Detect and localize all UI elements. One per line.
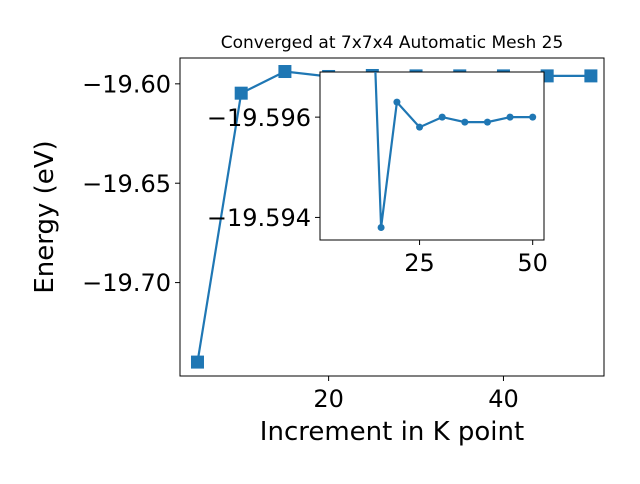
main-data-point [234,86,248,100]
main-axis-ticks: 20 40 −19.70 −19.65 −19.60 [82,70,519,413]
x-axis-label: Increment in K point [260,417,524,447]
inset-series [374,72,537,231]
main-y-tick-label: −19.60 [82,70,171,98]
main-y-tick-label: −19.70 [82,269,171,297]
inset-data-point [461,118,469,126]
main-y-tick-label: −19.65 [82,170,171,198]
inset-series-group [374,72,537,231]
inset-data-point [438,113,446,121]
inset-axis-ticks: 25 50 −19.596 −19.594 [207,104,548,277]
main-data-point [278,65,292,79]
inset-data-point [506,113,514,121]
inset-chart: 25 50 −19.596 −19.594 [207,71,548,277]
inset-data-point [393,98,401,106]
main-x-tick-label: 20 [313,385,344,413]
inset-data-point [377,223,385,231]
main-data-point [584,69,598,83]
inset-data-point [529,113,537,121]
inset-plot-frame [319,71,545,241]
inset-x-tick-label: 50 [517,249,548,277]
inset-y-tick-label: −19.594 [207,204,311,232]
inset-data-point [416,123,424,131]
inset-x-tick-label: 25 [404,249,435,277]
inset-y-tick-label: −19.596 [207,104,311,132]
inset-data-point [483,118,491,126]
main-x-tick-label: 40 [488,385,519,413]
main-data-point [190,355,204,369]
y-axis-label: Energy (eV) [30,140,60,293]
chart-title: Converged at 7x7x4 Automatic Mesh 25 [221,33,564,53]
